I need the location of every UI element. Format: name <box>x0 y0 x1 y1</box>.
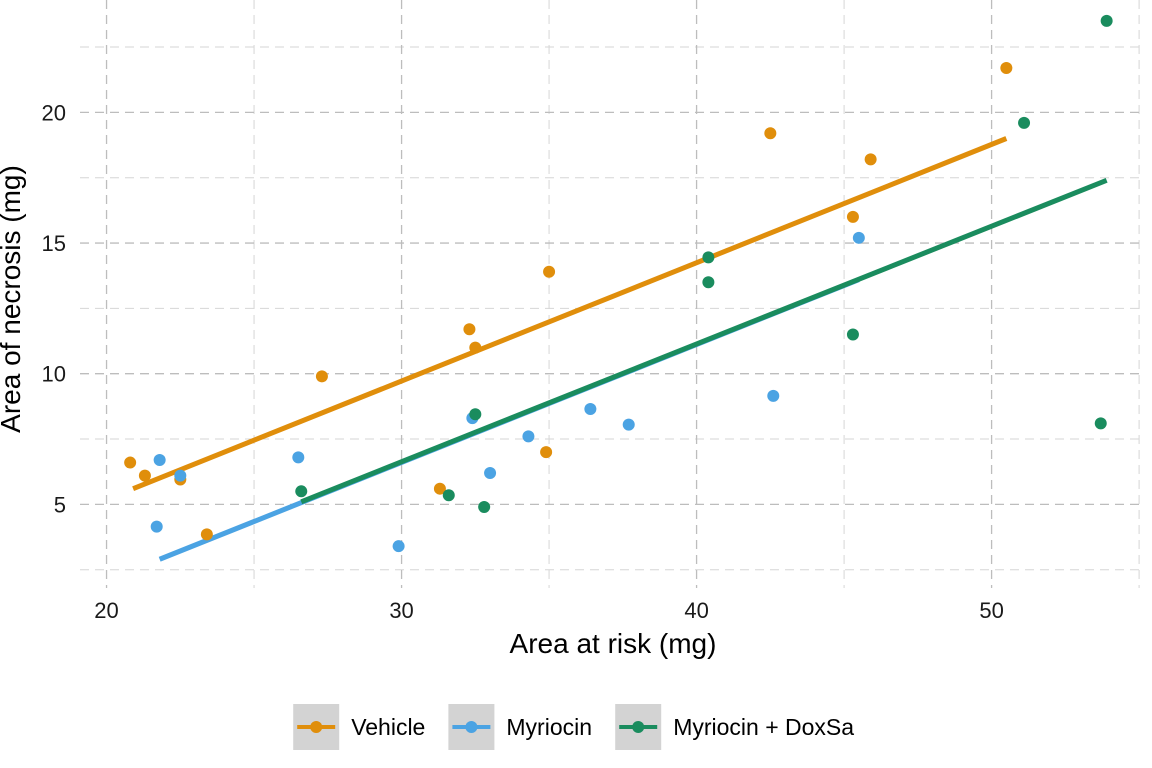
y-tick-label: 5 <box>54 492 66 517</box>
data-point <box>522 430 535 443</box>
y-tick-label: 15 <box>42 231 66 256</box>
legend-label: Vehicle <box>351 714 425 740</box>
data-point <box>540 446 553 459</box>
data-point <box>846 328 859 341</box>
legend: Vehicle Myriocin Myriocin + DoxSa <box>293 704 854 750</box>
tick-labels: 20 30 40 50 5 10 15 20 <box>42 100 1004 623</box>
data-point <box>1018 116 1031 129</box>
x-tick-label: 20 <box>94 598 118 623</box>
data-point <box>1000 61 1013 74</box>
legend-label: Myriocin <box>506 714 592 740</box>
legend-label: Myriocin + DoxSa <box>673 714 854 740</box>
x-axis-title: Area at risk (mg) <box>510 628 717 659</box>
data-point <box>846 210 859 223</box>
data-point <box>463 323 476 336</box>
data-point <box>138 469 151 482</box>
data-point <box>292 451 305 464</box>
data-point <box>469 408 482 421</box>
data-point <box>295 485 308 498</box>
data-point <box>174 469 187 482</box>
data-point <box>124 456 137 469</box>
x-tick-label: 30 <box>389 598 413 623</box>
y-tick-label: 20 <box>42 100 66 125</box>
data-points <box>124 14 1113 553</box>
legend-marker <box>632 721 645 733</box>
data-point <box>442 489 455 502</box>
data-point <box>392 540 405 553</box>
y-tick-label: 10 <box>42 362 66 387</box>
data-point <box>1100 14 1113 27</box>
data-point <box>469 341 482 354</box>
data-point <box>433 482 446 495</box>
data-point <box>153 453 166 466</box>
grid <box>80 0 1145 588</box>
data-point <box>1094 417 1107 430</box>
data-point <box>764 127 777 140</box>
x-tick-label: 40 <box>684 598 708 623</box>
data-point <box>543 265 556 278</box>
data-point <box>702 276 715 289</box>
data-point <box>478 500 491 513</box>
data-point <box>622 418 635 431</box>
data-point <box>150 520 163 533</box>
data-point <box>702 251 715 264</box>
regression-lines <box>132 136 1108 562</box>
regression-line <box>300 177 1108 505</box>
data-point <box>767 389 780 402</box>
data-point <box>315 370 328 383</box>
data-point <box>864 153 877 166</box>
data-point <box>852 231 865 244</box>
data-point <box>584 402 597 415</box>
data-point <box>200 528 213 541</box>
data-point <box>484 467 497 480</box>
y-axis-title: Area of necrosis (mg) <box>0 165 26 433</box>
x-tick-label: 50 <box>979 598 1003 623</box>
legend-marker <box>310 721 323 733</box>
regression-line <box>132 136 1008 492</box>
legend-marker <box>465 721 478 733</box>
